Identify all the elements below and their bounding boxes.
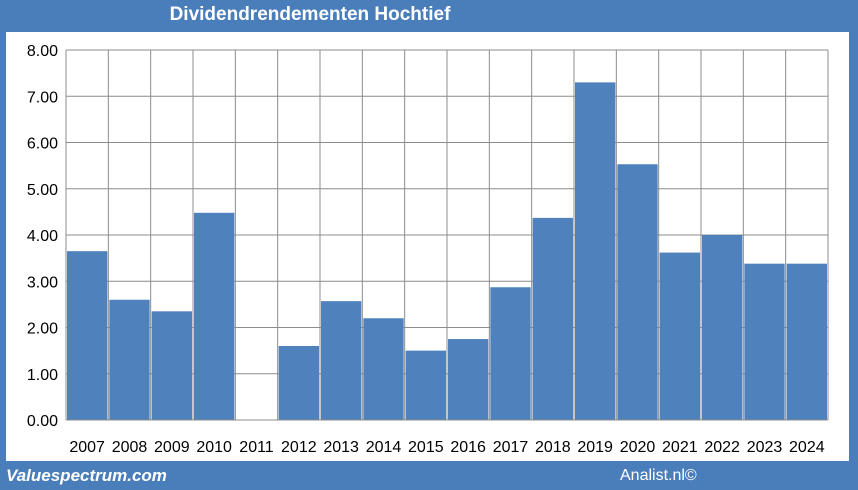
y-tick-label: 0.00 [27, 413, 58, 430]
bar [448, 339, 489, 420]
bar [67, 251, 108, 420]
bar [405, 350, 446, 420]
bar [532, 217, 573, 420]
bar [490, 287, 531, 420]
x-tick-label: 2014 [366, 439, 402, 456]
y-tick-label: 3.00 [27, 274, 58, 291]
bar [278, 346, 319, 420]
x-tick-label: 2015 [408, 439, 444, 456]
bar [151, 311, 192, 420]
y-tick-label: 2.00 [27, 321, 58, 338]
footer-credit: Analist.nl© [620, 467, 697, 484]
y-tick-label: 4.00 [27, 228, 58, 245]
x-tick-label: 2010 [196, 439, 232, 456]
x-tick-label: 2013 [323, 439, 359, 456]
footer-source: Valuespectrum.com [6, 466, 167, 485]
x-tick-label: 2008 [112, 439, 148, 456]
bar [321, 301, 362, 420]
x-tick-label: 2012 [281, 439, 317, 456]
x-tick-label: 2017 [493, 439, 529, 456]
x-tick-label: 2019 [577, 439, 613, 456]
x-tick-label: 2016 [450, 439, 486, 456]
bar [702, 235, 743, 420]
y-tick-label: 8.00 [27, 43, 58, 60]
y-tick-label: 5.00 [27, 182, 58, 199]
y-tick-label: 6.00 [27, 136, 58, 153]
bar [109, 299, 150, 420]
x-tick-label: 2020 [620, 439, 656, 456]
x-tick-label: 2022 [704, 439, 740, 456]
x-tick-label: 2024 [789, 439, 825, 456]
bar [363, 318, 404, 420]
x-tick-label: 2009 [154, 439, 190, 456]
bar [617, 164, 658, 420]
x-tick-label: 2011 [239, 439, 274, 456]
x-tick-label: 2018 [535, 439, 571, 456]
y-tick-label: 7.00 [27, 89, 58, 106]
bar [659, 252, 700, 420]
x-tick-label: 2021 [662, 439, 698, 456]
x-tick-label: 2023 [747, 439, 783, 456]
bar [194, 212, 235, 420]
bar [575, 82, 616, 420]
chart-title: Dividendrendementen Hochtief [169, 4, 451, 25]
bar [786, 263, 827, 420]
x-tick-label: 2007 [69, 439, 105, 456]
bar [744, 263, 785, 420]
y-tick-label: 1.00 [27, 367, 58, 384]
